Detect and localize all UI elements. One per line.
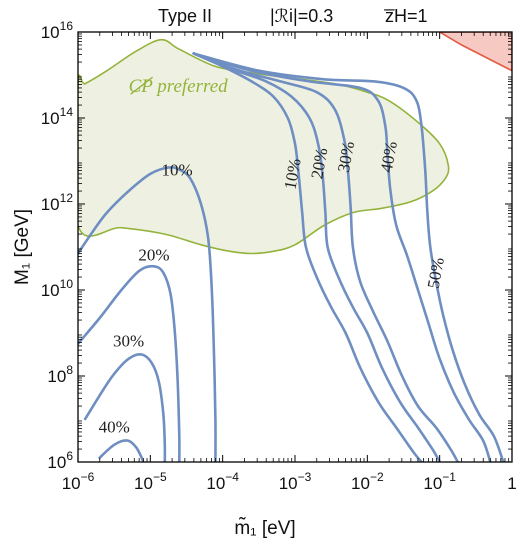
y-tick-label: 1010 — [41, 277, 74, 300]
contours-layer — [78, 52, 505, 462]
contour-line-3-30 — [83, 353, 167, 462]
contour-label-20: 20% — [138, 246, 169, 265]
y-tick-label: 108 — [47, 363, 73, 386]
contour-line-5-10 — [192, 52, 423, 462]
x-axis-label: m̃₁ [eV] — [234, 517, 295, 539]
contour-line-1-10 — [78, 165, 217, 462]
contour-line-8-40 — [192, 52, 492, 462]
plot-frame — [77, 31, 513, 463]
x-tick-label: 10−1 — [423, 470, 456, 493]
y-axis-label: M₁ [GeV] — [12, 209, 33, 285]
contour-line-4-40 — [98, 439, 145, 462]
contour-label-10: 10% — [162, 161, 193, 180]
y-tick-label: 1016 — [41, 19, 74, 42]
contour-label-40: 40% — [99, 418, 130, 437]
region-cp-preferred — [78, 38, 450, 255]
x-tick-label: 10−3 — [279, 470, 312, 493]
x-tick-label: 10−4 — [206, 470, 239, 493]
x-tick-label: 10−5 — [134, 470, 167, 493]
x-tick-label: 10−2 — [351, 470, 384, 493]
contour-line-9-50 — [192, 52, 505, 462]
region-label-slash — [130, 76, 153, 95]
regions-layer — [78, 32, 512, 255]
y-tick-label: 106 — [47, 449, 73, 472]
x-tick-label: 10−6 — [62, 470, 95, 493]
region-label-cp-preferred: CP preferred — [129, 76, 229, 97]
contour-line-6-20 — [192, 52, 441, 462]
contour-line-2-20 — [78, 264, 181, 462]
y-tick-label: 1012 — [41, 191, 74, 214]
contour-line-7-30 — [192, 52, 460, 462]
x-tick-label: 1 — [507, 474, 516, 493]
title-model: Type II — [158, 6, 212, 26]
contour-label-30: 30% — [113, 332, 144, 351]
title-r-parameter: |ℛi|=0.3 — [270, 6, 333, 26]
ticks-layer: 10−6 10−5 10−4 10−3 10−2 10−1 1 106 108 1010 1012 1… — [41, 19, 517, 493]
y-tick-label: 1014 — [41, 105, 74, 128]
title-z-parameter: z̅H=1 — [383, 6, 427, 26]
region-excluded — [438, 32, 512, 72]
